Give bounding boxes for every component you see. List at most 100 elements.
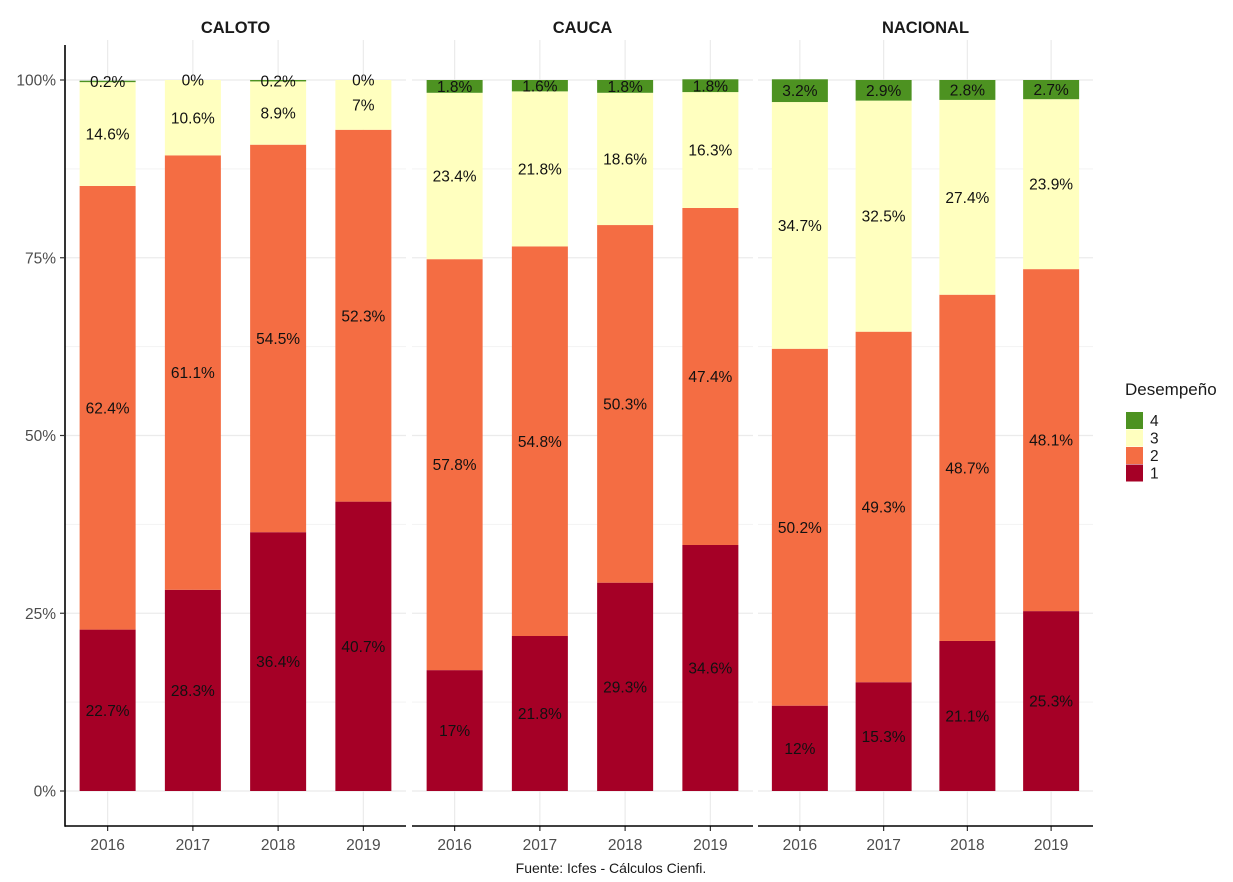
data-label: 50.2%: [778, 520, 822, 537]
bar-segment-4: [939, 80, 996, 100]
bar-segment-4: [250, 80, 307, 82]
x-tick-label: 2016: [90, 837, 124, 854]
data-label: 1.8%: [437, 79, 473, 96]
data-label: 54.8%: [518, 434, 562, 451]
x-tick-label: 2016: [437, 837, 471, 854]
bar-segment-4: [426, 80, 483, 93]
data-label: 10.6%: [171, 110, 215, 127]
data-label: 36.4%: [256, 654, 300, 671]
data-label: 47.4%: [688, 369, 732, 386]
data-label: 0.2%: [90, 74, 126, 91]
legend-swatch-1: [1126, 464, 1143, 482]
legend-swatch-3: [1126, 429, 1143, 447]
panel-title: CALOTO: [201, 19, 271, 37]
bar-segment-1: [250, 532, 307, 791]
bar-segment-3: [597, 92, 654, 226]
bar-segment-1: [164, 589, 221, 791]
legend-swatch-4: [1126, 412, 1143, 429]
data-label: 18.6%: [603, 152, 647, 169]
data-label: 17%: [439, 723, 470, 740]
bar-segment-2: [682, 207, 739, 545]
bar-segment-2: [335, 129, 392, 502]
bar-segment-4: [682, 79, 739, 93]
bar-segment-3: [1023, 99, 1080, 270]
x-tick-label: 2019: [693, 837, 727, 854]
data-label: 12%: [784, 741, 815, 758]
bar-segment-3: [511, 91, 568, 247]
data-label: 62.4%: [86, 400, 130, 417]
bar-segment-1: [855, 682, 912, 791]
data-label: 49.3%: [862, 500, 906, 517]
y-tick-label: 75%: [25, 250, 56, 267]
data-label: 2.8%: [950, 83, 986, 100]
chart-caption: Fuente: Icfes - Cálculos Cienfi.: [516, 860, 707, 876]
panel-title: CAUCA: [553, 19, 613, 37]
bar-segment-3: [682, 92, 739, 208]
data-label: 54.5%: [256, 331, 300, 348]
x-tick-label: 2019: [1034, 837, 1068, 854]
data-label: 57.8%: [433, 457, 477, 474]
x-tick-label: 2017: [176, 837, 210, 854]
y-tick-label: 50%: [25, 428, 56, 445]
data-label: 52.3%: [341, 308, 385, 325]
data-label: 14.6%: [86, 127, 130, 144]
y-tick-label: 25%: [25, 606, 56, 623]
data-label: 1.8%: [693, 78, 729, 95]
bar-segment-3: [250, 81, 307, 145]
data-label: 29.3%: [603, 679, 647, 696]
legend-label: 3: [1150, 431, 1159, 448]
data-label: 32.5%: [862, 209, 906, 226]
data-label: 40.7%: [341, 639, 385, 656]
data-label: 0%: [182, 73, 205, 90]
data-label: 27.4%: [945, 190, 989, 207]
data-label: 3.2%: [782, 83, 818, 100]
x-tick-label: 2018: [608, 837, 642, 854]
data-label: 61.1%: [171, 365, 215, 382]
data-label: 2.9%: [866, 83, 902, 100]
data-label: 0%: [352, 73, 375, 90]
data-label: 23.4%: [433, 169, 477, 186]
y-tick-label: 100%: [16, 73, 56, 90]
bar-segment-2: [511, 246, 568, 637]
legend-label: 2: [1150, 448, 1159, 465]
bar-segment-2: [164, 155, 221, 590]
bar-segment-1: [511, 636, 568, 791]
bar-segment-3: [939, 99, 996, 295]
bar-segment-4: [511, 80, 568, 92]
bar-segment-2: [250, 144, 307, 533]
x-tick-label: 2019: [346, 837, 380, 854]
bar-segment-3: [335, 80, 392, 130]
bar-segment-1: [1023, 611, 1080, 791]
bar-segment-3: [79, 82, 136, 186]
bar-segment-1: [335, 501, 392, 791]
bar-segment-1: [79, 629, 136, 791]
data-label: 21.8%: [518, 706, 562, 723]
x-tick-label: 2018: [950, 837, 984, 854]
data-label: 21.1%: [945, 709, 989, 726]
data-label: 1.6%: [522, 78, 558, 95]
data-label: 48.7%: [945, 460, 989, 477]
data-label: 28.3%: [171, 683, 215, 700]
legend-swatch-2: [1126, 447, 1143, 464]
data-label: 23.9%: [1029, 177, 1073, 194]
data-label: 7%: [352, 97, 375, 114]
data-label: 34.6%: [688, 661, 732, 678]
bar-segment-3: [855, 100, 912, 332]
bar-segment-2: [79, 185, 136, 630]
bar-segment-2: [771, 348, 828, 706]
bar-segment-1: [771, 705, 828, 791]
legend-label: 4: [1150, 413, 1159, 430]
bar-segment-4: [597, 80, 654, 93]
data-label: 0.2%: [260, 73, 296, 90]
bar-segment-3: [426, 92, 483, 260]
bar-segment-1: [682, 544, 739, 791]
x-tick-label: 2016: [783, 837, 817, 854]
x-tick-label: 2017: [866, 837, 900, 854]
data-label: 22.7%: [86, 703, 130, 720]
y-tick-label: 0%: [34, 784, 57, 801]
data-label: 48.1%: [1029, 433, 1073, 450]
bar-segment-2: [855, 331, 912, 683]
bar-segment-1: [597, 582, 654, 791]
